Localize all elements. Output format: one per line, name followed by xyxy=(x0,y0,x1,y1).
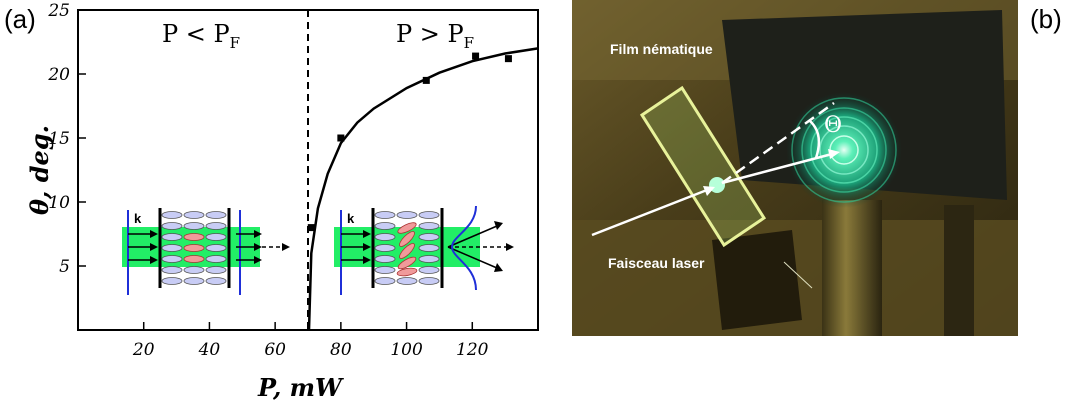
data-point xyxy=(422,76,430,84)
y-axis-label: θ, deg. xyxy=(25,125,54,215)
x-tick-label: 40 xyxy=(198,340,221,360)
diffraction-rings xyxy=(786,92,902,208)
data-point xyxy=(472,52,480,60)
inset-k-label-left: k xyxy=(134,211,142,226)
y-tick-label: 5 xyxy=(59,257,70,277)
film-label: Film nématique xyxy=(610,41,713,57)
data-points xyxy=(307,52,512,232)
fit-curve xyxy=(307,47,539,331)
x-axis-label: P, mW xyxy=(257,373,344,402)
axis-dashed-line xyxy=(721,101,835,185)
nematic-film-cell xyxy=(639,85,767,248)
region-above-label: P > PF xyxy=(396,20,474,52)
region-below-label: P < PF xyxy=(162,20,240,52)
angle-arc xyxy=(809,120,821,159)
x-tick-label: 20 xyxy=(132,340,155,360)
inset-k-label-right: k xyxy=(347,211,355,226)
x-tick-label: 100 xyxy=(390,340,423,360)
photo-image: Film nématique Faisceau laser Θ xyxy=(572,0,1018,336)
y-tick-label: 20 xyxy=(47,65,70,85)
y-tick-label: 15 xyxy=(48,129,70,149)
data-point xyxy=(504,55,512,63)
x-tick-label: 120 xyxy=(456,340,489,360)
y-tick-label: 10 xyxy=(48,193,70,213)
data-point xyxy=(307,224,315,232)
chart-panel: 20 40 60 80 100 120 5 10 15 20 25 xyxy=(25,1,539,402)
data-point xyxy=(337,134,345,142)
photo-panel: Film nématique Faisceau laser Θ xyxy=(572,0,1018,336)
panel-label-b: (b) xyxy=(1030,4,1062,34)
beam-label: Faisceau laser xyxy=(608,255,705,271)
refracted-beam-arrow xyxy=(721,152,833,185)
y-ticks: 5 10 15 20 25 xyxy=(47,1,86,277)
x-ticks: 20 40 60 80 100 120 xyxy=(132,322,489,360)
inset-below: k xyxy=(122,208,290,295)
x-tick-label: 80 xyxy=(330,340,352,360)
x-tick-label: 60 xyxy=(264,340,286,360)
chart-svg: 20 40 60 80 100 120 5 10 15 20 25 xyxy=(25,1,539,402)
panel-label-a: (a) xyxy=(4,4,36,34)
angle-label: Θ xyxy=(824,113,842,138)
post xyxy=(822,200,882,336)
incident-beam-arrow xyxy=(591,188,708,237)
inset-above: k xyxy=(334,205,514,295)
y-tick-label: 25 xyxy=(47,1,70,21)
